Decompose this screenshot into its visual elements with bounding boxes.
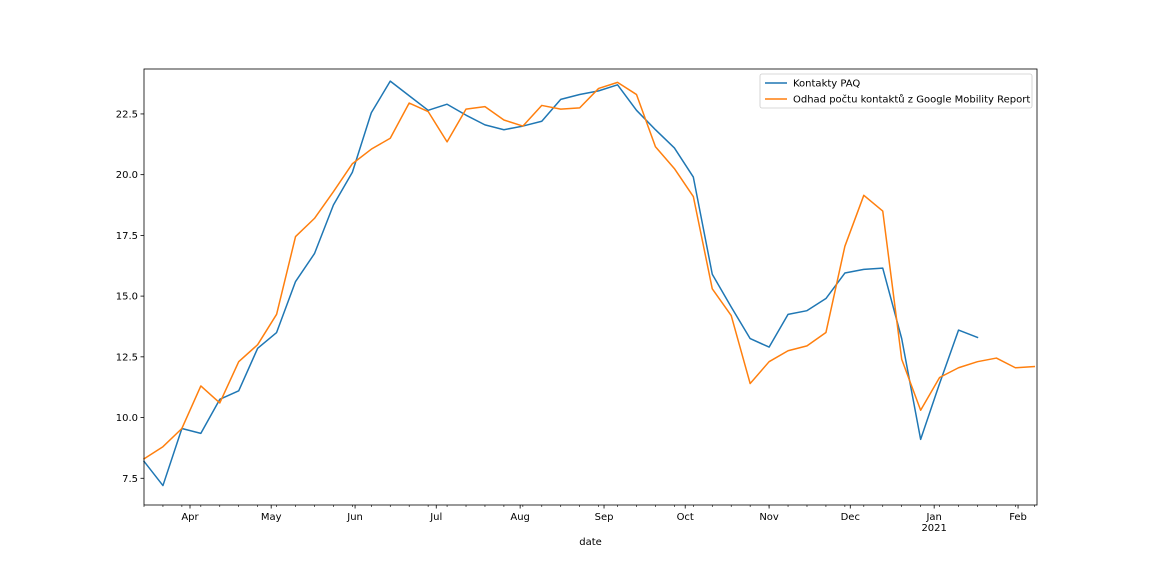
x-tick-label: Dec: [841, 512, 860, 523]
legend-label-2: Odhad počtu kontaktů z Google Mobility R…: [793, 94, 1030, 106]
x-tick-label: Apr: [181, 512, 199, 523]
y-tick-label: 15.0: [116, 292, 138, 303]
x-tick-label: Sep: [595, 512, 614, 523]
y-tick-label: 7.5: [122, 474, 138, 485]
x-tick-label: Jul: [429, 512, 442, 523]
x-axis-label: date: [579, 537, 602, 548]
x-tick-label: Jan: [925, 512, 941, 523]
x-tick-label: Nov: [759, 512, 779, 523]
series-line-1: [142, 80, 979, 487]
legend-label-1: Kontakty PAQ: [793, 79, 860, 90]
series-line-2: [142, 81, 1036, 460]
x-tick-label: Oct: [677, 512, 694, 523]
series-layer: [142, 80, 1036, 487]
y-axis: 7.5 10.0 12.5 15.0 17.5 20.0 22.5: [116, 109, 144, 485]
x-tick-label: Aug: [510, 512, 530, 523]
x-tick-label: May: [261, 512, 282, 523]
x-tick-year-label: 2021: [921, 523, 946, 534]
plot-area: [144, 69, 1037, 505]
x-tick-label: Feb: [1009, 512, 1027, 523]
legend-box: [759, 73, 1033, 109]
y-tick-label: 12.5: [116, 352, 138, 363]
legend: Kontakty PAQ Odhad počtu kontaktů z Googl…: [759, 73, 1033, 109]
y-tick-label: 10.0: [116, 413, 138, 424]
x-tick-label: Jun: [346, 512, 363, 523]
plot-frame: [143, 68, 1038, 506]
y-tick-label: 17.5: [116, 231, 138, 242]
y-tick-label: 20.0: [116, 170, 138, 181]
y-tick-label: 22.5: [116, 109, 138, 120]
